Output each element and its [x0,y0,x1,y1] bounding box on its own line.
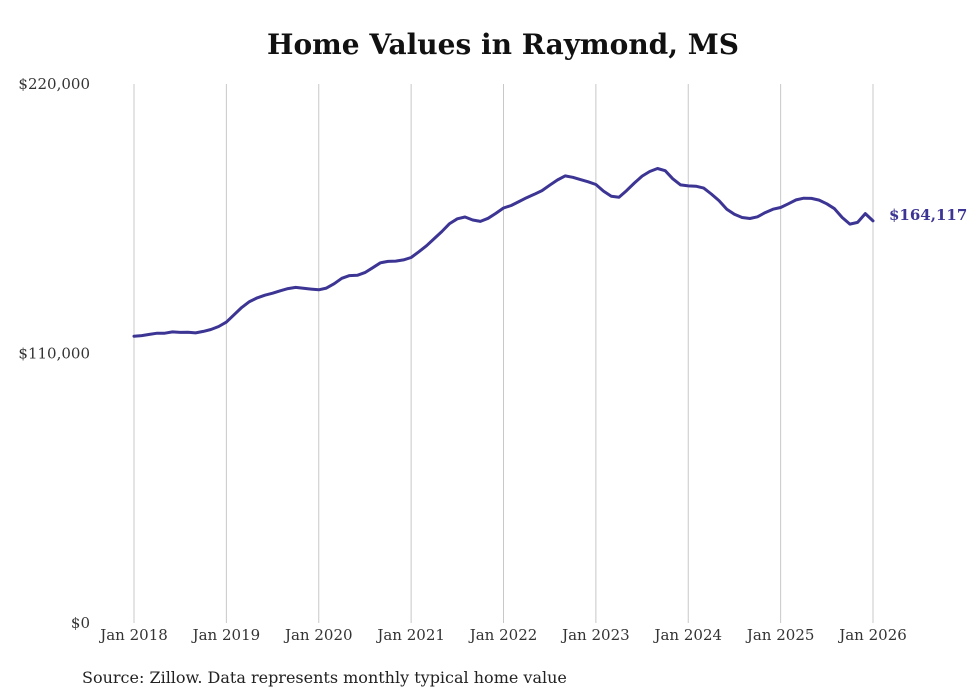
x-tick-label: Jan 2026 [837,626,907,644]
x-tick-label: Jan 2018 [98,626,168,644]
x-tick-label: Jan 2021 [375,626,445,644]
x-axis-tick-labels: Jan 2018 Jan 2019 Jan 2020 Jan 2021 Jan 2022… [98,626,907,644]
series-line-home-value [132,167,875,338]
y-tick-label: $220,000 [18,75,90,93]
x-tick-label: Jan 2024 [652,626,722,644]
x-tick-label: Jan 2019 [191,626,261,644]
x-tick-label: Jan 2023 [560,626,630,644]
vertical-gridlines [133,84,874,623]
chart-title: Home Values in Raymond, MS [267,28,739,61]
x-tick-label: Jan 2025 [745,626,815,644]
source-note: Source: Zillow. Data represents monthly … [82,668,567,687]
x-tick-label: Jan 2022 [468,626,538,644]
end-value-label: $164,117 [889,206,967,224]
y-axis-tick-labels: $0 $110,000 $220,000 [18,75,90,632]
y-tick-label: $110,000 [18,345,90,363]
x-tick-label: Jan 2020 [283,626,353,644]
y-tick-label: $0 [71,614,90,632]
